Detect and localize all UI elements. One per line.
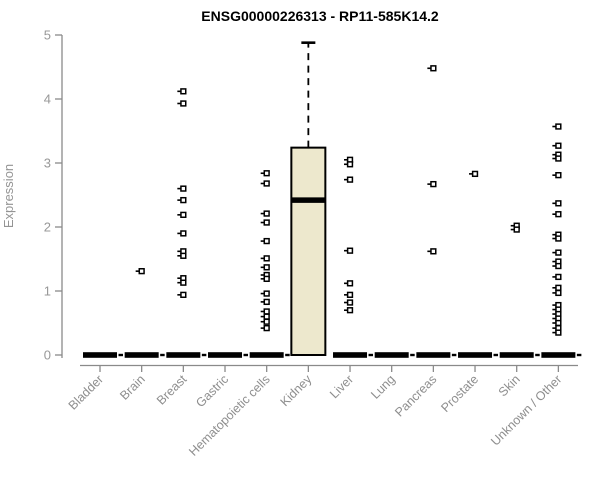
outlier-point <box>263 210 270 217</box>
outlier-point <box>555 289 562 297</box>
outlier-point <box>346 307 354 314</box>
outlier-point <box>555 273 562 281</box>
outlier-point <box>263 275 270 282</box>
outlier-point <box>346 291 354 298</box>
outlier-point <box>263 318 270 325</box>
category-label: Unknown / Other <box>488 372 564 448</box>
outlier-point <box>263 237 270 245</box>
y-tick-label: 4 <box>44 92 51 107</box>
zero-bar-stub <box>410 353 415 357</box>
zero-bar-stub <box>201 353 207 357</box>
outlier-point <box>555 329 562 336</box>
category-label: Prostate <box>438 372 481 415</box>
outlier-point <box>555 142 562 149</box>
outlier-point <box>263 219 270 226</box>
zero-bar <box>541 352 576 358</box>
outlier-point <box>555 200 562 207</box>
outlier-point <box>263 308 270 315</box>
zero-bar <box>208 352 243 358</box>
outlier-point <box>555 249 562 256</box>
outlier-point <box>263 255 270 262</box>
outlier-point <box>263 298 270 306</box>
y-axis-label: Expression <box>1 164 16 228</box>
outlier-point <box>180 279 187 286</box>
category-label: Kidney <box>278 372 315 409</box>
category-label: Liver <box>327 372 356 401</box>
outlier-point <box>555 235 562 242</box>
outlier-point <box>180 196 187 204</box>
zero-bar <box>499 352 534 358</box>
outlier-point <box>346 161 354 168</box>
category-label: Breast <box>154 372 190 408</box>
category-label: Skin <box>496 372 523 399</box>
category-label: Gastric <box>193 372 231 410</box>
outlier-point <box>263 180 270 187</box>
zero-bar <box>249 352 284 358</box>
outlier-point <box>555 123 562 130</box>
zero-bar-stub <box>493 353 499 357</box>
outlier-point <box>555 284 562 291</box>
outlier-point <box>263 290 270 297</box>
outlier-point <box>555 211 562 218</box>
outlier-point <box>346 247 354 254</box>
outlier-point <box>180 211 187 218</box>
outlier-point <box>513 226 520 233</box>
y-tick-label: 2 <box>44 220 51 235</box>
category-label: Brain <box>117 372 148 403</box>
y-tick-label: 3 <box>44 156 51 171</box>
zero-bar-stub <box>576 353 582 357</box>
outlier-point <box>180 100 187 107</box>
outlier-point <box>555 172 562 179</box>
outlier-point <box>346 176 354 183</box>
outlier-point <box>180 88 187 95</box>
plot-area: 0 1 2 3 4 5 Bladder Brain Breast GastricHematopoi… <box>44 28 582 459</box>
outlier-point <box>471 170 479 178</box>
category-label: Bladder <box>66 372 106 412</box>
zero-bar <box>166 352 201 358</box>
outlier-point <box>180 230 187 237</box>
outlier-point <box>430 65 437 72</box>
outlier-point <box>180 252 187 259</box>
zero-bar-stub <box>160 353 165 357</box>
zero-bar-stub <box>451 353 457 357</box>
outlier-point <box>180 291 187 298</box>
zero-bar <box>458 352 493 358</box>
outlier-point <box>430 248 437 255</box>
outlier-point <box>263 313 270 320</box>
category-label: Pancreas <box>392 372 439 419</box>
zero-bar <box>374 352 409 358</box>
zero-bar <box>124 352 159 358</box>
boxplot-box <box>290 146 327 356</box>
category-label: Lung <box>368 372 398 402</box>
y-tick-label: 1 <box>44 284 51 299</box>
outlier-point <box>180 185 187 192</box>
outlier-point <box>555 155 562 162</box>
outlier-point <box>555 262 562 270</box>
zero-bar-stub <box>535 353 540 357</box>
outlier-point <box>263 324 270 332</box>
zero-bar <box>333 352 368 358</box>
outlier-point <box>555 319 562 327</box>
outlier-point <box>346 299 354 306</box>
y-tick-label: 5 <box>44 28 51 43</box>
zero-bar <box>416 352 451 358</box>
zero-bar <box>83 352 117 358</box>
zero-bar-stub <box>243 353 249 357</box>
outlier-point <box>263 264 270 271</box>
outlier-point <box>430 180 437 188</box>
outlier-point <box>138 268 145 275</box>
zero-bar-stub <box>118 353 123 357</box>
chart-title: ENSG00000226313 - RP11-585K14.2 <box>201 8 439 24</box>
zero-bar-stub <box>368 353 374 357</box>
category-label: Hematopoietic cells <box>186 372 273 459</box>
y-tick-label: 0 <box>44 348 51 363</box>
zero-bar-stub <box>285 353 290 357</box>
outlier-point <box>346 280 354 287</box>
outlier-point <box>263 170 270 177</box>
